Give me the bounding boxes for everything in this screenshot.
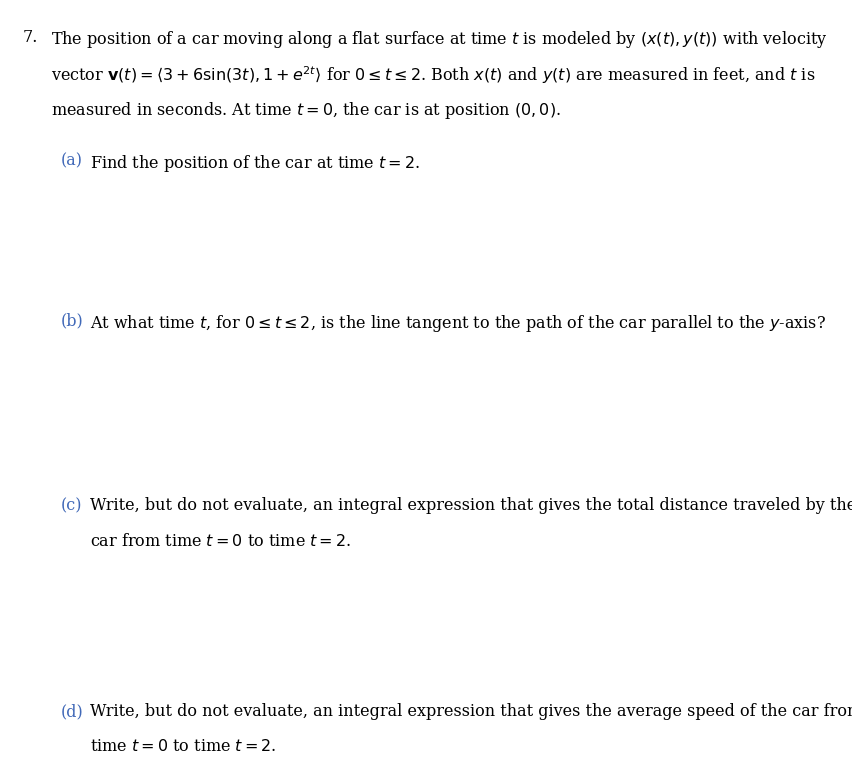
Text: (a): (a) [61, 153, 83, 170]
Text: 7.: 7. [22, 29, 37, 46]
Text: The position of a car moving along a flat surface at time $t$ is modeled by $(x(: The position of a car moving along a fla… [51, 29, 827, 49]
Text: measured in seconds. At time $t = 0$, the car is at position $(0, 0)$.: measured in seconds. At time $t = 0$, th… [51, 99, 561, 121]
Text: Write, but do not evaluate, an integral expression that gives the average speed : Write, but do not evaluate, an integral … [90, 703, 852, 720]
Text: car from time $t = 0$ to time $t = 2$.: car from time $t = 0$ to time $t = 2$. [90, 533, 351, 550]
Text: (c): (c) [61, 497, 83, 514]
Text: time $t = 0$ to time $t = 2$.: time $t = 0$ to time $t = 2$. [90, 739, 276, 755]
Text: Find the position of the car at time $t = 2$.: Find the position of the car at time $t … [90, 153, 420, 174]
Text: vector $\mathbf{v}(t) = \langle 3 + 6\sin(3t), 1 + e^{2t}\rangle$ for $0 \leq t : vector $\mathbf{v}(t) = \langle 3 + 6\si… [51, 65, 815, 86]
Text: (d): (d) [61, 703, 83, 720]
Text: Write, but do not evaluate, an integral expression that gives the total distance: Write, but do not evaluate, an integral … [90, 497, 852, 514]
Text: (b): (b) [61, 313, 83, 329]
Text: At what time $t$, for $0 \leq t \leq 2$, is the line tangent to the path of the : At what time $t$, for $0 \leq t \leq 2$,… [90, 313, 826, 333]
